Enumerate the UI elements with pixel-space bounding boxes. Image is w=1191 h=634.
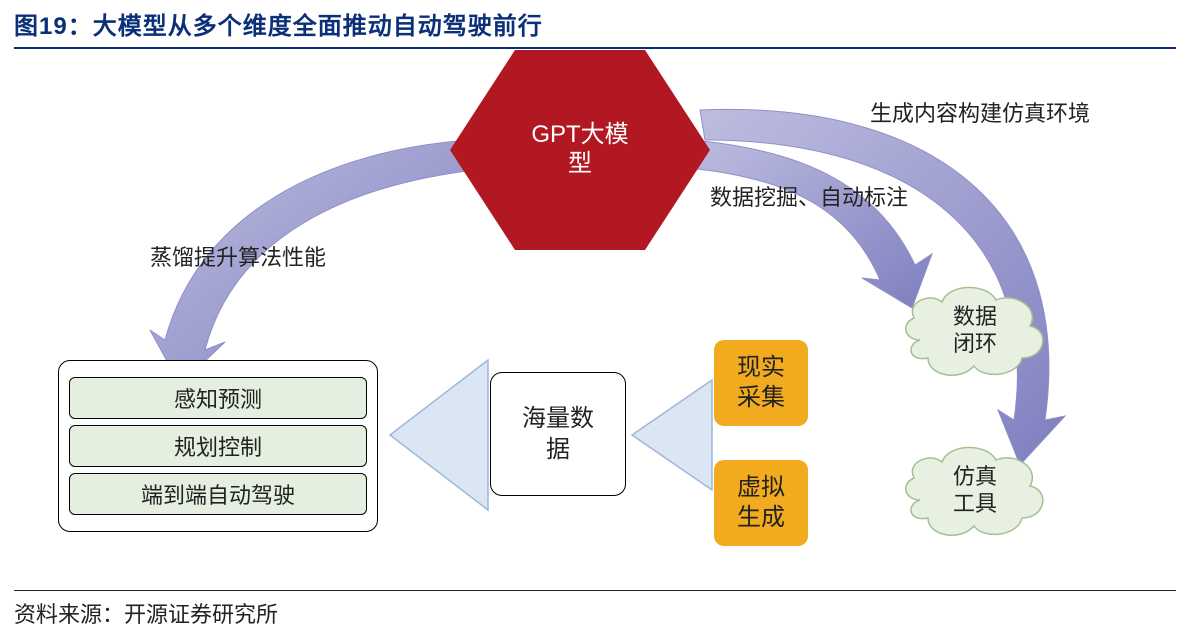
- module-item-1: 规划控制: [69, 425, 367, 467]
- pill-real: 现实 采集: [714, 340, 808, 426]
- module-box: 感知预测 规划控制 端到端自动驾驶: [58, 360, 378, 532]
- figure-title-text: 大模型从多个维度全面推动自动驾驶前行: [93, 13, 543, 40]
- label-distill: 蒸馏提升算法性能: [150, 240, 326, 272]
- module-item-2: 端到端自动驾驶: [69, 473, 367, 515]
- cloud-sim: 仿真 工具: [900, 440, 1050, 540]
- triangle-to-modules: [390, 360, 488, 510]
- data-box-label: 海量数 据: [522, 403, 594, 465]
- figure-title-prefix: 图19：: [14, 13, 93, 40]
- label-gensim: 生成内容构建仿真环境: [870, 96, 1090, 128]
- diagram-canvas: GPT大模 型 感知预测 规划控制 端到端自动驾驶 海量数 据 现实 采集 虚拟…: [0, 40, 1191, 580]
- hexagon-label: GPT大模 型: [531, 121, 628, 179]
- figure-footer: 资料来源：开源证券研究所: [14, 590, 1176, 629]
- cloud-loop-label: 数据 闭环: [953, 303, 997, 358]
- footer-text: 资料来源：开源证券研究所: [14, 602, 278, 627]
- pill-virtual-label: 虚拟 生成: [737, 473, 785, 533]
- cloud-loop: 数据 闭环: [900, 280, 1050, 380]
- data-box: 海量数 据: [490, 372, 626, 496]
- triangle-to-databox: [632, 380, 712, 490]
- pill-virtual: 虚拟 生成: [714, 460, 808, 546]
- module-item-0: 感知预测: [69, 377, 367, 419]
- pill-real-label: 现实 采集: [737, 353, 785, 413]
- cloud-sim-label: 仿真 工具: [953, 463, 997, 518]
- label-mining: 数据挖掘、自动标注: [710, 180, 908, 212]
